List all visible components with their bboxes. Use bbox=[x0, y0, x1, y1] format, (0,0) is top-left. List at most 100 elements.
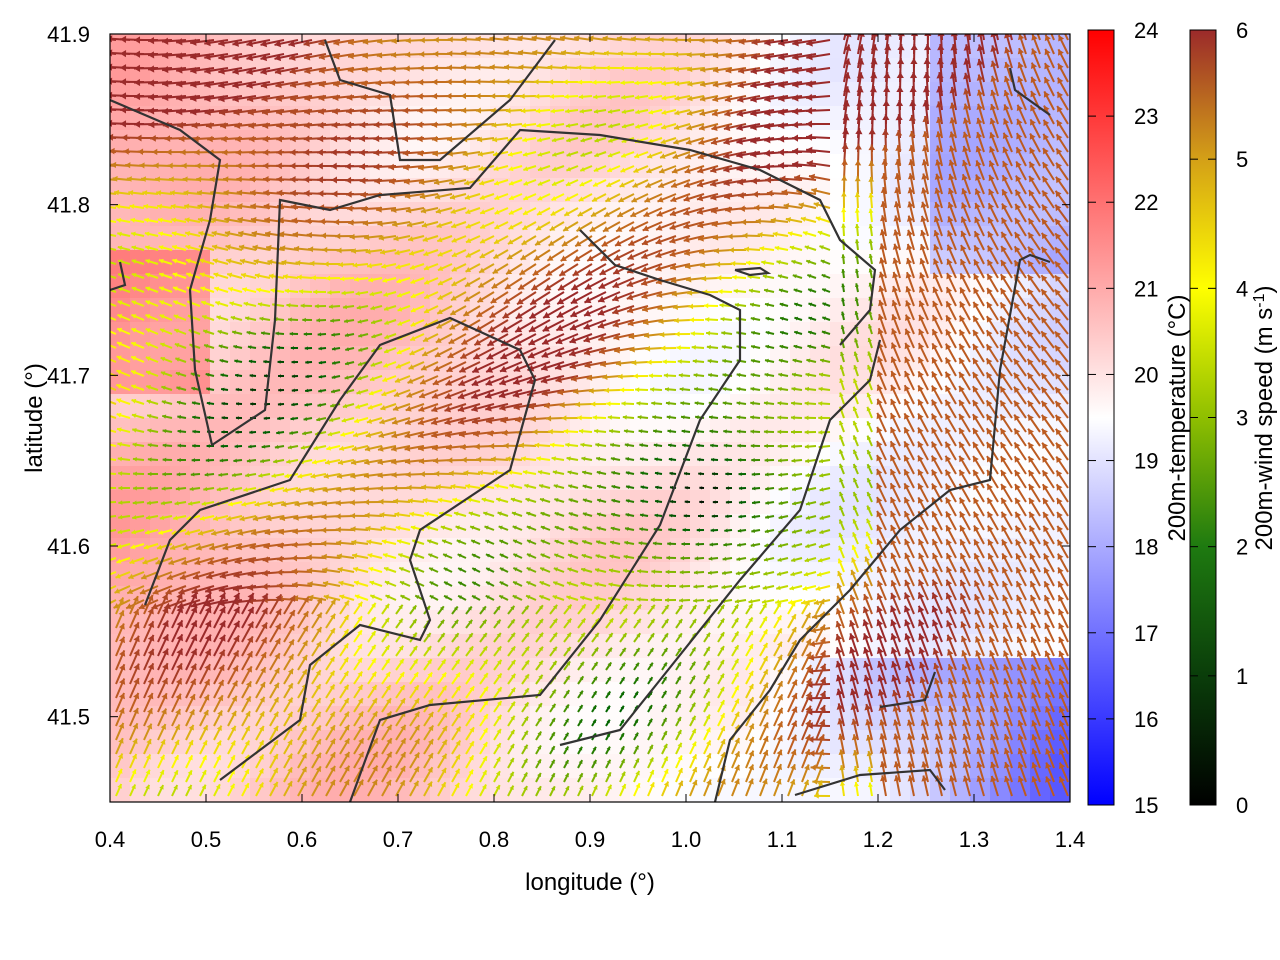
wind-vector-head bbox=[193, 135, 199, 143]
wind-vector-head bbox=[737, 81, 745, 89]
wind-vector-head bbox=[842, 114, 850, 121]
wind-vector-head bbox=[843, 86, 851, 93]
heat-cell bbox=[230, 538, 251, 563]
wind-vector-head bbox=[989, 146, 996, 153]
wind-vector-head bbox=[390, 51, 397, 59]
wind-vector-head bbox=[806, 53, 813, 61]
heat-cell bbox=[370, 394, 391, 419]
wind-vector-head bbox=[580, 123, 585, 128]
heat-cell bbox=[490, 130, 511, 155]
heat-cell bbox=[610, 634, 631, 659]
heat-cell bbox=[710, 346, 731, 371]
heat-cell bbox=[830, 298, 851, 323]
wind-vector-head bbox=[416, 121, 423, 128]
heat-cell bbox=[110, 322, 131, 347]
heat-cell bbox=[710, 490, 731, 515]
heat-cell bbox=[810, 754, 831, 779]
heat-cell bbox=[830, 610, 851, 635]
wind-vector-head bbox=[737, 95, 744, 103]
heat-cell bbox=[950, 274, 971, 299]
heat-cell bbox=[970, 322, 991, 347]
wind-vector-head bbox=[594, 152, 599, 158]
heat-cell bbox=[350, 298, 371, 323]
heat-cell bbox=[130, 322, 151, 347]
heat-cell bbox=[770, 346, 791, 371]
heat-cell bbox=[270, 346, 291, 371]
heat-cell bbox=[330, 562, 351, 587]
heat-cell bbox=[210, 610, 231, 635]
heat-cell bbox=[250, 130, 271, 155]
wind-vector-head bbox=[249, 176, 256, 183]
heat-cell bbox=[650, 706, 671, 731]
heat-cell bbox=[730, 610, 751, 635]
wind-vector-head bbox=[922, 100, 930, 107]
wind-vector-head bbox=[936, 58, 944, 65]
heat-cell bbox=[1050, 634, 1070, 659]
wind-vector-head bbox=[605, 65, 610, 71]
heat-cell bbox=[810, 490, 831, 515]
wind-vector-head bbox=[508, 151, 513, 157]
heat-cell bbox=[550, 322, 571, 347]
wind-vector-head bbox=[374, 177, 381, 185]
heat-cell bbox=[750, 562, 771, 587]
wind-vector-head bbox=[204, 81, 211, 89]
heat-cell bbox=[850, 130, 871, 155]
wind-vector-head bbox=[603, 50, 609, 57]
wind-vector-head bbox=[1016, 133, 1023, 140]
wind-vector-head bbox=[461, 121, 467, 128]
wind-vector-head bbox=[276, 149, 282, 156]
heat-cell bbox=[130, 82, 151, 107]
wind-vector-head bbox=[1016, 104, 1023, 112]
wind-vector-head bbox=[178, 135, 185, 143]
wind-vector-head bbox=[290, 108, 297, 116]
wind-vector-head bbox=[976, 103, 983, 111]
wind-vector-head bbox=[448, 165, 454, 172]
heat-cell bbox=[670, 682, 691, 707]
heat-cell bbox=[510, 250, 531, 275]
wind-vector-head bbox=[190, 38, 197, 46]
wind-vector-head bbox=[792, 121, 799, 129]
wind-vector-head bbox=[148, 79, 155, 87]
wind-vector-head bbox=[870, 44, 878, 51]
wind-vector-head bbox=[344, 148, 351, 156]
wind-vector-head bbox=[618, 50, 623, 57]
heat-cell bbox=[750, 226, 771, 251]
heat-cell bbox=[150, 226, 171, 251]
wind-vector-head bbox=[289, 135, 296, 143]
heat-cell bbox=[850, 610, 871, 635]
wind-vector-head bbox=[950, 34, 958, 37]
wind-vector-head bbox=[1002, 132, 1009, 140]
wind-vector-head bbox=[975, 146, 982, 153]
wind-vector-head bbox=[647, 80, 653, 86]
wind-vector-head bbox=[207, 135, 213, 143]
wind-vector-head bbox=[246, 67, 254, 75]
heat-cell bbox=[750, 274, 771, 299]
heat-cell bbox=[110, 34, 131, 59]
heat-cell bbox=[610, 658, 631, 683]
heat-cell bbox=[890, 730, 911, 755]
wind-vector-head bbox=[405, 51, 411, 58]
wind-vector-head bbox=[736, 123, 744, 132]
wind-vector bbox=[871, 34, 875, 41]
heat-cell bbox=[1050, 250, 1070, 275]
heat-cell bbox=[630, 730, 651, 755]
wind-vector-head bbox=[377, 38, 383, 45]
heat-cell bbox=[590, 562, 611, 587]
heat-cell bbox=[650, 82, 671, 107]
wind-vector-head bbox=[348, 39, 354, 46]
wind-vector-head bbox=[148, 107, 155, 115]
wind-vector-head bbox=[565, 123, 571, 128]
wind-vector-head bbox=[1018, 18, 1025, 25]
wind-vector-head bbox=[460, 64, 467, 71]
heat-cell bbox=[970, 178, 991, 203]
wind-vector-head bbox=[660, 153, 666, 159]
wind-vector-head bbox=[416, 107, 423, 114]
wind-vector-head bbox=[494, 180, 500, 186]
wind-vector-head bbox=[909, 86, 917, 93]
wind-vector-head bbox=[374, 107, 380, 115]
wind-vector-head bbox=[871, 34, 879, 37]
wind-vector-head bbox=[723, 165, 730, 173]
heat-cell bbox=[110, 226, 131, 251]
heat-cell bbox=[1050, 538, 1070, 563]
wind-vector-head bbox=[388, 178, 395, 185]
